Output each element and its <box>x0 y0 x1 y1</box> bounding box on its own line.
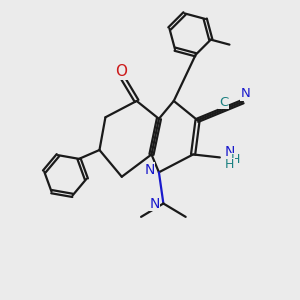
Text: C: C <box>219 96 228 109</box>
Text: O: O <box>115 64 127 79</box>
Text: N: N <box>144 163 154 177</box>
Text: N: N <box>149 196 160 211</box>
Text: N: N <box>241 87 251 100</box>
Text: H: H <box>225 158 234 171</box>
Text: N: N <box>224 145 235 159</box>
Text: H: H <box>231 153 240 166</box>
